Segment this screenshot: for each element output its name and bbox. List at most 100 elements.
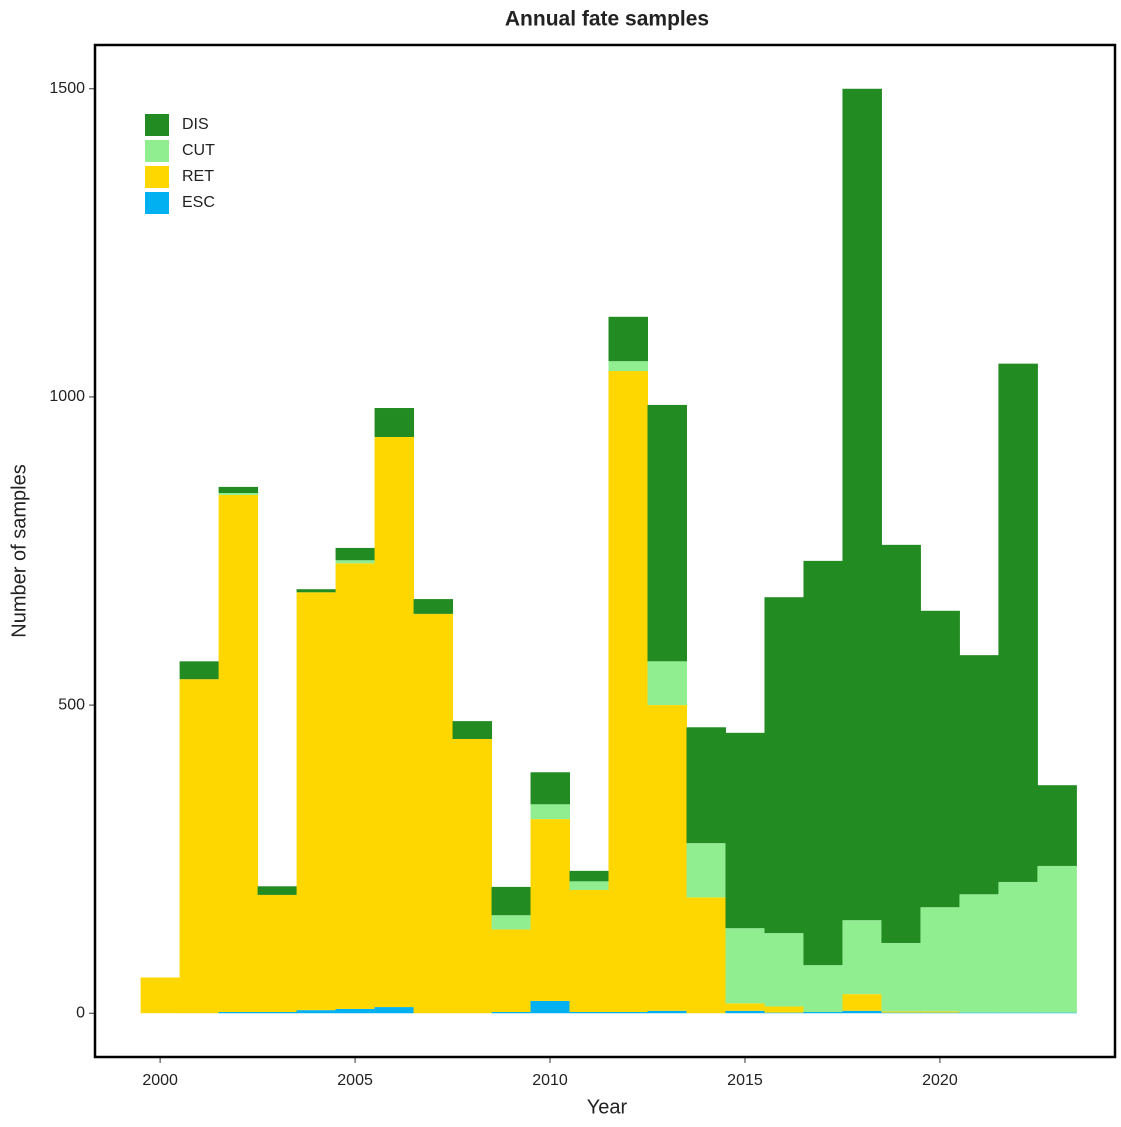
- bar-segment: [764, 597, 804, 934]
- bar-segment: [920, 610, 960, 908]
- bar-segment: [335, 547, 376, 561]
- bar-segment: [842, 88, 882, 921]
- bar-segment: [491, 1012, 532, 1014]
- y-tick-label: 500: [58, 696, 85, 713]
- bar-segment: [374, 436, 415, 1008]
- bar-segment: [647, 1010, 687, 1014]
- bar-segment: [803, 560, 843, 966]
- bar-segment: [647, 705, 687, 1011]
- bar-segment: [881, 942, 921, 1012]
- bar-segment: [881, 544, 921, 943]
- bar-segment: [179, 661, 220, 680]
- x-tick-label: 2020: [922, 1072, 958, 1089]
- bar-segment: [530, 819, 571, 1001]
- bar-segment: [725, 928, 765, 1004]
- bar-segment: [179, 679, 220, 1014]
- bar-segment: [959, 1012, 999, 1014]
- bar-segment: [257, 1012, 298, 1014]
- bar-segment: [569, 889, 610, 1013]
- bar-segment: [608, 371, 648, 1013]
- bar-segment: [374, 408, 415, 437]
- bar-segment: [452, 721, 493, 739]
- bar-segment: [296, 589, 337, 593]
- bar-segment: [803, 965, 843, 1013]
- legend-label: ESC: [182, 194, 215, 211]
- bar-segment: [998, 363, 1038, 882]
- bar-segment: [686, 843, 726, 898]
- bar-segment: [491, 886, 532, 916]
- bar-segment: [764, 933, 804, 1007]
- bar-segment: [725, 732, 765, 929]
- bar-segment: [881, 1012, 921, 1014]
- bar-segment: [374, 1007, 415, 1014]
- bar-segment: [335, 560, 376, 564]
- bar-segment: [842, 994, 882, 1011]
- bar-segment: [920, 907, 960, 1012]
- x-tick-label: 2015: [727, 1072, 763, 1089]
- y-axis-label: Number of samples: [8, 464, 30, 637]
- bar-segment: [608, 316, 648, 362]
- bar-segment: [1037, 785, 1077, 866]
- bar-segment: [218, 486, 259, 494]
- bar-segment: [413, 599, 454, 614]
- x-axis-label: Year: [587, 1096, 628, 1118]
- bar-segment: [569, 881, 610, 890]
- y-tick-label: 0: [76, 1004, 85, 1021]
- bar-segment: [725, 1003, 765, 1011]
- x-tick-label: 2005: [337, 1072, 373, 1089]
- bar-segment: [569, 1012, 610, 1014]
- y-tick-label: 1000: [49, 388, 85, 405]
- bar-segment: [218, 494, 259, 1013]
- x-tick-label: 2010: [532, 1072, 568, 1089]
- bar-segment: [491, 915, 532, 930]
- y-tick-label: 1500: [49, 80, 85, 97]
- legend-swatch: [145, 140, 169, 162]
- bar-segment: [842, 920, 882, 995]
- bar-segment: [530, 772, 571, 805]
- bar-segment: [608, 361, 648, 372]
- bar-segment: [959, 894, 999, 1013]
- bar-segment: [569, 870, 610, 882]
- bar-segment: [803, 1012, 843, 1014]
- bar-segment: [218, 1012, 259, 1014]
- bar-segment: [257, 894, 298, 1013]
- bar-segment: [959, 655, 999, 895]
- bar-segment: [530, 804, 571, 820]
- legend-label: RET: [182, 168, 214, 185]
- legend-swatch: [145, 114, 169, 136]
- bar-segment: [1037, 865, 1077, 1013]
- bar-segment: [647, 404, 687, 662]
- bar-segment: [335, 563, 376, 1009]
- legend-label: CUT: [182, 142, 215, 159]
- legend-swatch: [145, 192, 169, 214]
- bar-segment: [296, 592, 337, 1011]
- bar-segment: [686, 727, 726, 844]
- bar-segment: [764, 1006, 804, 1013]
- bar-segment: [491, 929, 532, 1013]
- plot-frame: [93, 43, 1117, 1059]
- bar-segment: [218, 493, 259, 495]
- bar-segment: [296, 1010, 337, 1014]
- bar-segment: [452, 738, 493, 1014]
- legend-swatch: [145, 166, 169, 188]
- bar-segment: [920, 1011, 960, 1013]
- x-tick-label: 2000: [142, 1072, 178, 1089]
- legend-label: DIS: [182, 116, 209, 133]
- bar-segment: [842, 1010, 882, 1014]
- bar-segment: [725, 1010, 765, 1014]
- bar-segment: [530, 1000, 571, 1014]
- chart-title: Annual fate samples: [505, 8, 709, 31]
- bar-segment: [764, 1012, 804, 1014]
- bar-segment: [998, 1012, 1038, 1014]
- bar-segment: [920, 1012, 960, 1014]
- bar-segment: [257, 886, 298, 895]
- bar-segment: [686, 897, 726, 1014]
- bar-segment: [998, 881, 1038, 1013]
- bar-segment: [881, 1011, 921, 1013]
- bar-segment: [140, 977, 181, 1014]
- bar-segment: [335, 1008, 376, 1014]
- bar-segment: [413, 613, 454, 1014]
- bar-segment: [1037, 1012, 1077, 1014]
- bar-segment: [647, 661, 687, 706]
